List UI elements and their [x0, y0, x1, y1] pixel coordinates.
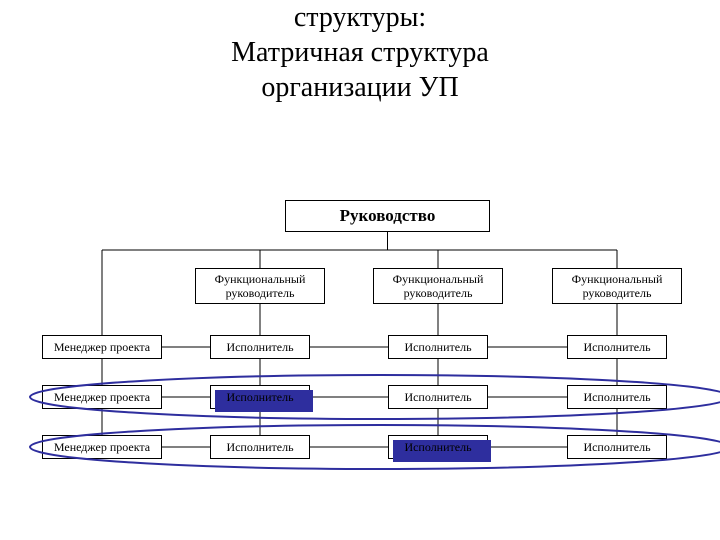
executor-box: Исполнитель	[210, 335, 310, 359]
executor-box: Исполнитель	[567, 385, 667, 409]
title-line: структуры:	[40, 0, 680, 35]
functional-manager-box: Функциональныйруководитель	[195, 268, 325, 304]
executor-box: Исполнитель	[567, 335, 667, 359]
project-manager-box: Менеджер проекта	[42, 435, 162, 459]
title-line: Матричная структура	[40, 35, 680, 70]
functional-manager-box: Функциональныйруководитель	[552, 268, 682, 304]
functional-manager-box: Функциональныйруководитель	[373, 268, 503, 304]
executor-box: Исполнитель	[388, 435, 488, 459]
executor-box: Исполнитель	[210, 385, 310, 409]
executor-box: Исполнитель	[567, 435, 667, 459]
executor-box: Исполнитель	[388, 385, 488, 409]
project-manager-box: Менеджер проекта	[42, 385, 162, 409]
title-line: организации УП	[40, 70, 680, 105]
diagram-title: структуры: Матричная структура организац…	[40, 0, 680, 105]
executor-box: Исполнитель	[388, 335, 488, 359]
project-manager-box: Менеджер проекта	[42, 335, 162, 359]
executor-box: Исполнитель	[210, 435, 310, 459]
management-box: Руководство	[285, 200, 490, 232]
